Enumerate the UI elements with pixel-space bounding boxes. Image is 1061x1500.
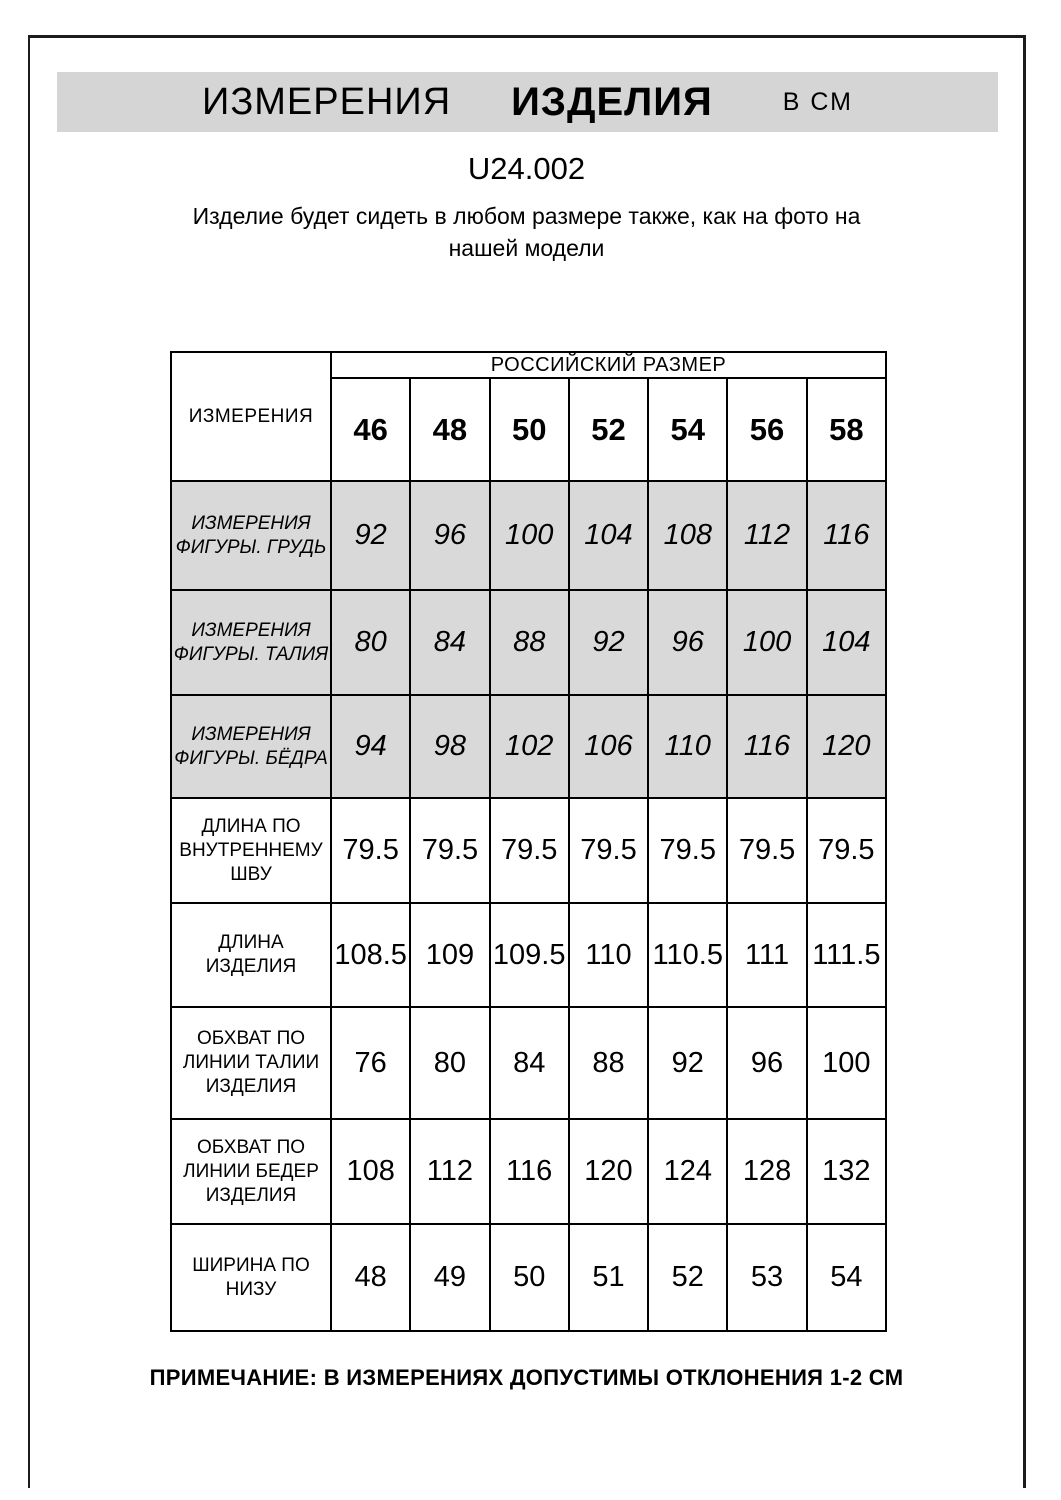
value-cell: 53: [726, 1223, 808, 1332]
value-cell: 79.5: [488, 797, 570, 904]
title-measurements: ИЗМЕРЕНИЯ: [202, 80, 452, 123]
value-cell: 100: [726, 589, 808, 696]
table-row: ДЛИНА ИЗДЕЛИЯ 108.5 109 109.5 110 110.5 111 111…: [170, 902, 888, 1008]
value-cell: 100: [488, 480, 570, 591]
value-cell: 100: [805, 1006, 888, 1120]
size-header-46: 46: [329, 377, 412, 482]
value-cell: 92: [647, 1006, 729, 1120]
value-cell: 104: [567, 480, 650, 591]
subtitle-line-2: нашей модели: [448, 235, 605, 261]
value-cell: 108: [329, 1118, 412, 1225]
size-group-header: РОССИЙСКИЙ РАЗМЕР: [330, 351, 887, 379]
row-label: ИЗМЕРЕНИЯ ФИГУРЫ. ГРУДЬ: [170, 480, 332, 591]
title-units: В СМ: [782, 87, 853, 116]
table-row: ИЗМЕРЕНИЯ ФИГУРЫ. ГРУДЬ 92 96 100 104 108 112 11…: [170, 480, 888, 591]
row-label: ДЛИНА ИЗДЕЛИЯ: [170, 902, 332, 1008]
value-cell: 50: [488, 1223, 570, 1332]
value-cell: 80: [409, 1006, 491, 1120]
value-cell: 79.5: [329, 797, 412, 904]
size-header-row: 46 48 50 52 54 56 58: [171, 377, 888, 482]
value-cell: 110.5: [647, 902, 729, 1008]
table-row: ДЛИНА ПО ВНУТРЕННЕМУ ШВУ 79.5 79.5 79.5 79.5 79…: [170, 797, 888, 904]
value-cell: 120: [567, 1118, 650, 1225]
value-cell: 109: [409, 902, 491, 1008]
value-cell: 51: [567, 1223, 650, 1332]
value-cell: 111: [726, 902, 808, 1008]
value-cell: 48: [329, 1223, 412, 1332]
value-cell: 102: [488, 694, 570, 799]
row-label: ДЛИНА ПО ВНУТРЕННЕМУ ШВУ: [170, 797, 332, 904]
size-header-54: 54: [647, 377, 729, 482]
value-cell: 108.5: [329, 902, 412, 1008]
table-row: ОБХВАТ ПО ЛИНИИ ТАЛИИ ИЗДЕЛИЯ 76 80 84 88 92 96 1…: [170, 1006, 888, 1120]
subtitle: Изделие будет сидеть в любом размере так…: [30, 200, 1023, 264]
value-cell: 116: [726, 694, 808, 799]
value-cell: 96: [409, 480, 491, 591]
table-row: ИЗМЕРЕНИЯ ФИГУРЫ. ТАЛИЯ 80 84 88 92 96 100 104: [170, 589, 888, 696]
value-cell: 92: [567, 589, 650, 696]
subtitle-line-1: Изделие будет сидеть в любом размере так…: [192, 203, 861, 229]
size-header-56: 56: [726, 377, 808, 482]
row-label: ОБХВАТ ПО ЛИНИИ БЕДЕР ИЗДЕЛИЯ: [170, 1118, 332, 1225]
note-text: ПРИМЕЧАНИЕ: В ИЗМЕРЕНИЯХ ДОПУСТИМЫ ОТКЛО…: [149, 1365, 904, 1390]
value-cell: 112: [726, 480, 808, 591]
value-cell: 84: [409, 589, 491, 696]
value-cell: 54: [805, 1223, 888, 1332]
value-cell: 92: [329, 480, 412, 591]
size-header-50: 50: [488, 377, 570, 482]
value-cell: 88: [488, 589, 570, 696]
value-cell: 94: [329, 694, 412, 799]
value-cell: 79.5: [805, 797, 888, 904]
size-table: ИЗМЕРЕНИЯ РОССИЙСКИЙ РАЗМЕР 46 48 50 52 54 56…: [170, 351, 888, 1332]
value-cell: 124: [647, 1118, 729, 1225]
value-cell: 52: [647, 1223, 729, 1332]
title-band: ИЗМЕРЕНИЯ ИЗДЕЛИЯ В СМ: [57, 72, 998, 132]
title-product: ИЗДЕЛИЯ: [511, 79, 713, 124]
size-header-52: 52: [567, 377, 650, 482]
value-cell: 76: [329, 1006, 412, 1120]
table-body: ИЗМЕРЕНИЯ ФИГУРЫ. ГРУДЬ 92 96 100 104 108 112 11…: [170, 480, 888, 1332]
value-cell: 128: [726, 1118, 808, 1225]
value-cell: 110: [567, 902, 650, 1008]
value-cell: 96: [726, 1006, 808, 1120]
value-cell: 110: [647, 694, 729, 799]
value-cell: 88: [567, 1006, 650, 1120]
value-cell: 79.5: [726, 797, 808, 904]
row-label: ОБХВАТ ПО ЛИНИИ ТАЛИИ ИЗДЕЛИЯ: [170, 1006, 332, 1120]
value-cell: 79.5: [647, 797, 729, 904]
value-cell: 98: [409, 694, 491, 799]
value-cell: 104: [805, 589, 888, 696]
value-cell: 108: [647, 480, 729, 591]
value-cell: 79.5: [409, 797, 491, 904]
value-cell: 132: [805, 1118, 888, 1225]
value-cell: 49: [409, 1223, 491, 1332]
size-header-48: 48: [409, 377, 491, 482]
value-cell: 109.5: [488, 902, 570, 1008]
article-code: U24.002: [467, 151, 586, 186]
row-label: ШИРИНА ПО НИЗУ: [170, 1223, 332, 1332]
value-cell: 120: [805, 694, 888, 799]
value-cell: 106: [567, 694, 650, 799]
value-cell: 116: [805, 480, 888, 591]
value-cell: 116: [488, 1118, 570, 1225]
value-cell: 84: [488, 1006, 570, 1120]
corner-header: ИЗМЕРЕНИЯ: [170, 351, 332, 482]
page-frame: ИЗМЕРЕНИЯ ИЗДЕЛИЯ В СМ U24.002 Изделие б…: [28, 35, 1026, 1488]
row-label: ИЗМЕРЕНИЯ ФИГУРЫ. БЁДРА: [170, 694, 332, 799]
value-cell: 79.5: [567, 797, 650, 904]
table-row: ОБХВАТ ПО ЛИНИИ БЕДЕР ИЗДЕЛИЯ 108 112 116 120 1…: [170, 1118, 888, 1225]
table-row: ИЗМЕРЕНИЯ ФИГУРЫ. БЁДРА 94 98 102 106 110 116 12…: [170, 694, 888, 799]
value-cell: 80: [329, 589, 412, 696]
value-cell: 111.5: [805, 902, 888, 1008]
size-group-row: ИЗМЕРЕНИЯ РОССИЙСКИЙ РАЗМЕР: [170, 351, 887, 482]
table-row: ШИРИНА ПО НИЗУ 48 49 50 51 52 53 54: [170, 1223, 888, 1332]
row-label: ИЗМЕРЕНИЯ ФИГУРЫ. ТАЛИЯ: [170, 589, 332, 696]
value-cell: 112: [409, 1118, 491, 1225]
size-header-58: 58: [805, 377, 888, 482]
value-cell: 96: [647, 589, 729, 696]
